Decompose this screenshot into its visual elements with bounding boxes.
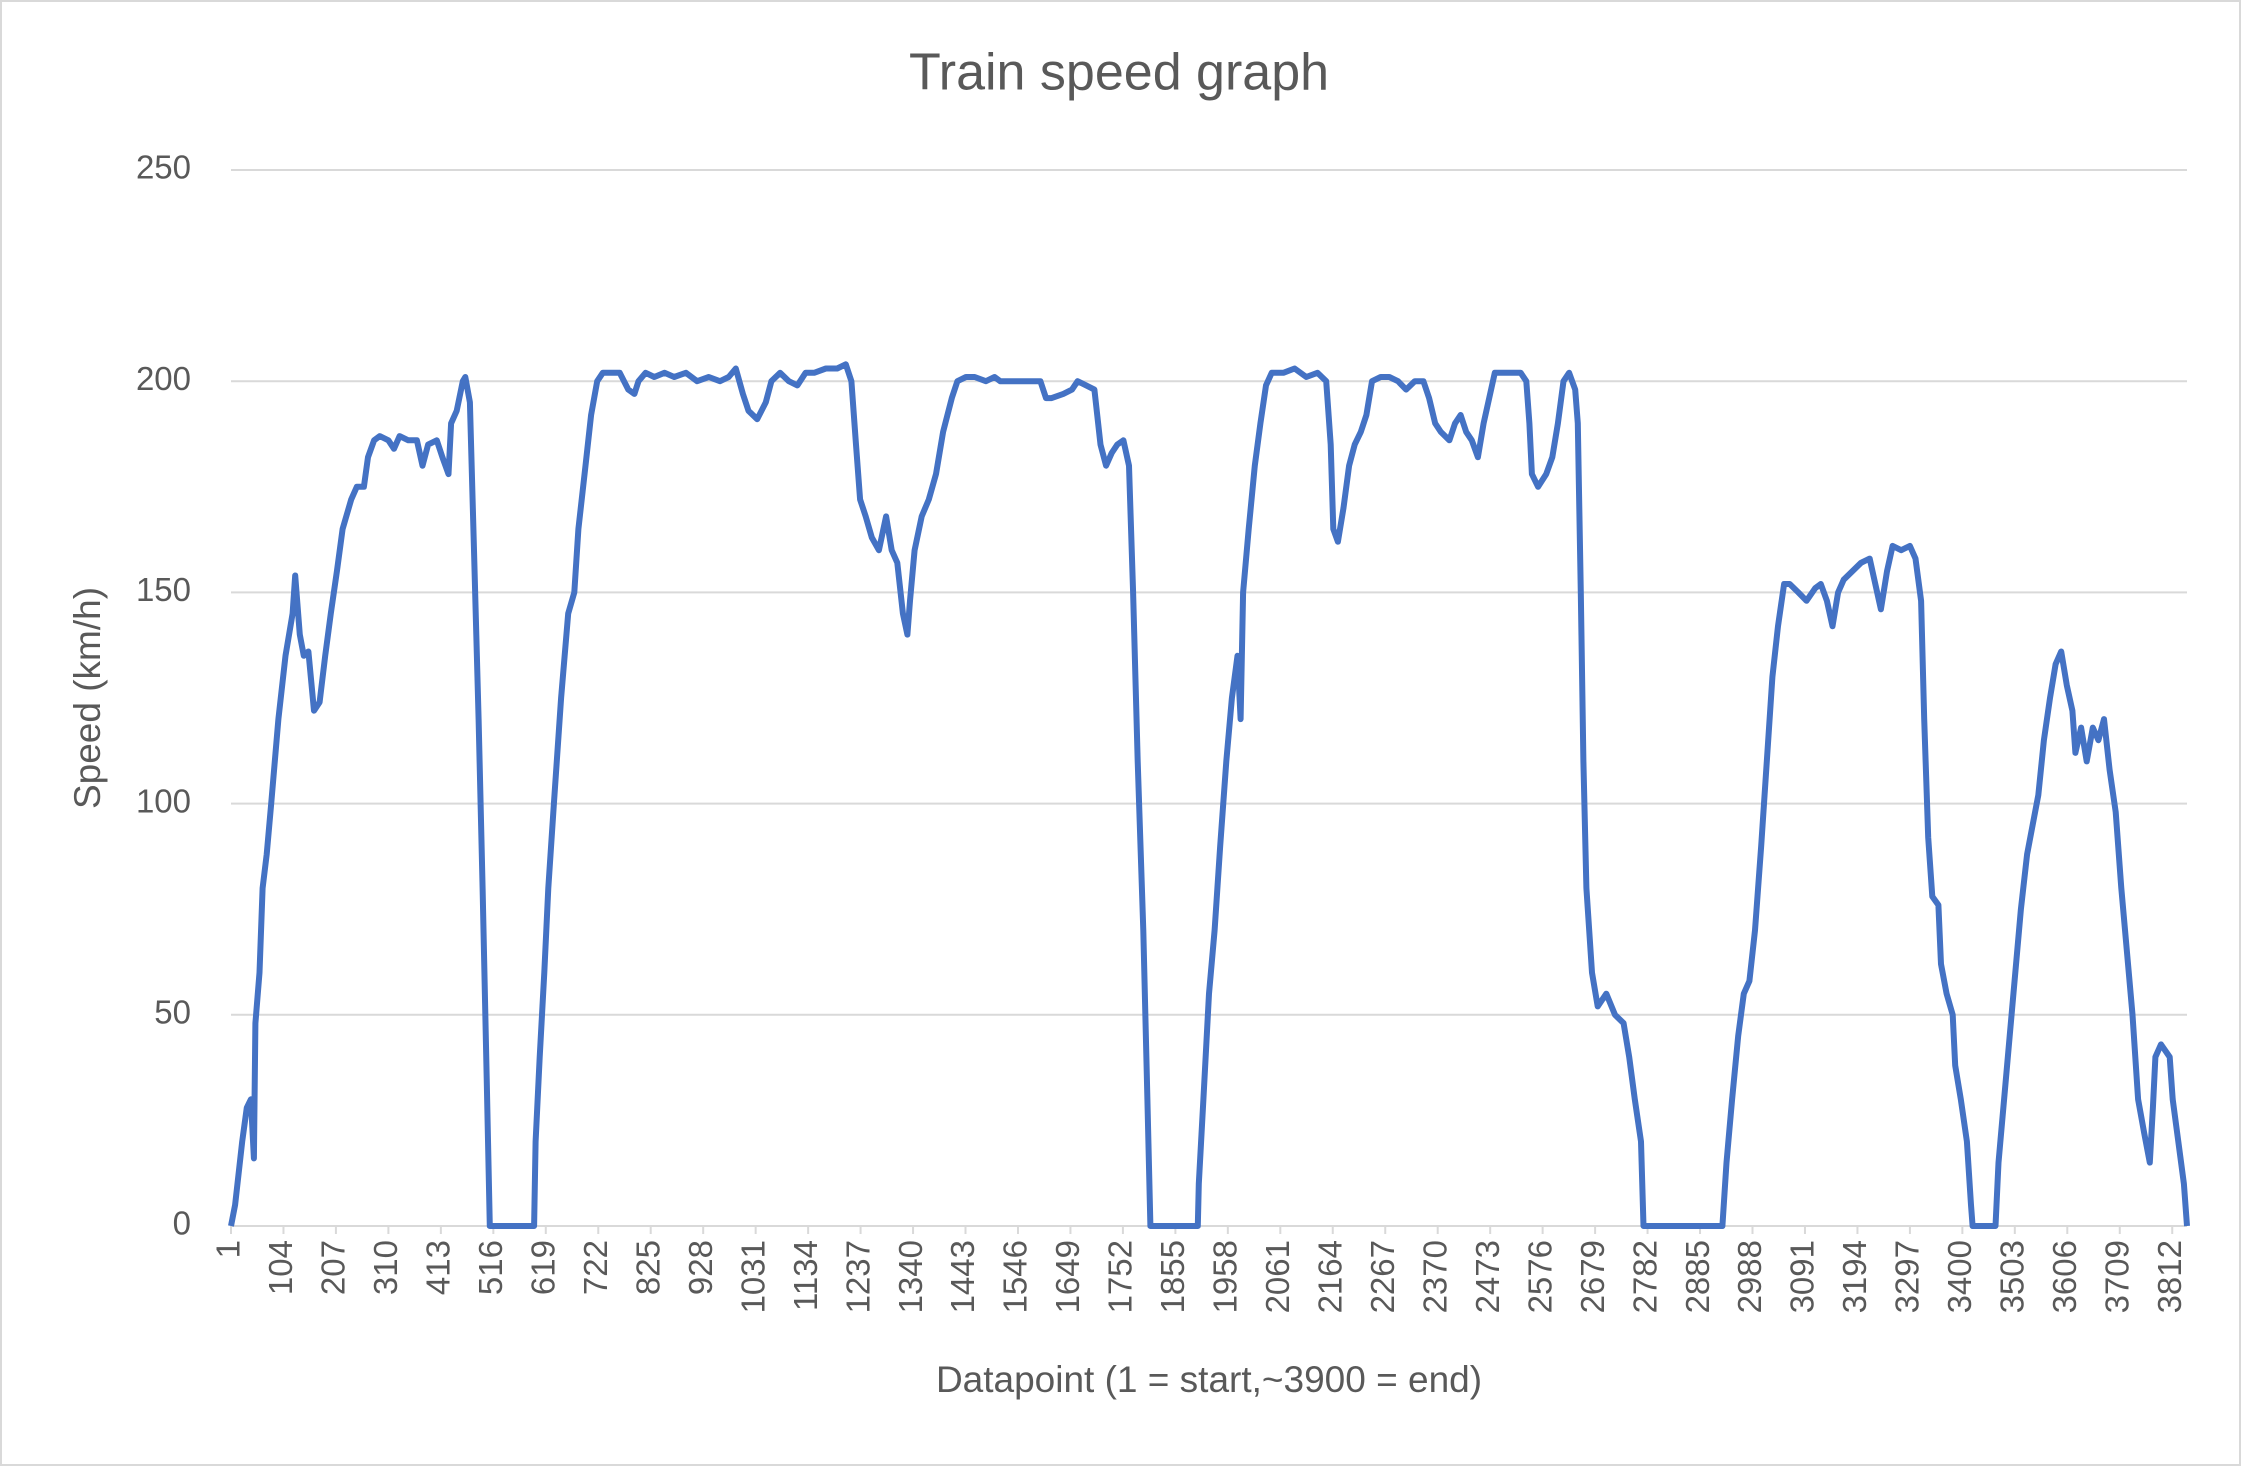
x-tick-label: 516 <box>472 1240 509 1295</box>
x-tick-label: 310 <box>367 1240 404 1295</box>
x-tick-label: 3194 <box>1836 1240 1873 1313</box>
x-tick-label: 1134 <box>787 1240 824 1311</box>
y-tick-label: 200 <box>136 360 191 397</box>
x-tick-label: 3400 <box>1941 1240 1978 1313</box>
x-tick-label: 2370 <box>1416 1240 1453 1313</box>
y-tick-label: 250 <box>136 149 191 186</box>
x-tick-label: 3503 <box>1994 1240 2031 1313</box>
x-tick-label: 1958 <box>1207 1240 1244 1313</box>
y-axis-title: Speed (km/h) <box>67 587 108 809</box>
x-tick-label: 1031 <box>734 1240 771 1313</box>
x-tick-label: 1546 <box>997 1240 1034 1313</box>
x-tick-label: 2164 <box>1311 1240 1348 1313</box>
x-tick-label: 207 <box>315 1240 352 1295</box>
x-tick-label: 619 <box>525 1240 562 1295</box>
x-tick-label: 1443 <box>944 1240 981 1313</box>
x-tick-label: 2267 <box>1364 1240 1401 1313</box>
x-tick-label: 2576 <box>1521 1240 1558 1313</box>
y-tick-label: 50 <box>154 994 191 1031</box>
x-axis-title: Datapoint (1 = start,~3900 = end) <box>936 1359 1482 1400</box>
x-tick-label: 2473 <box>1469 1240 1506 1313</box>
x-tick-label: 3709 <box>2098 1240 2135 1313</box>
x-tick-label: 928 <box>682 1240 719 1295</box>
x-tick-label: 2061 <box>1259 1240 1296 1313</box>
x-tick-label: 104 <box>262 1240 299 1295</box>
speed-line <box>228 361 2190 1229</box>
x-tick-label: 1649 <box>1049 1240 1086 1313</box>
x-tick-label: 413 <box>420 1240 457 1295</box>
x-tick-label: 2782 <box>1626 1240 1663 1313</box>
x-tick-label: 2885 <box>1679 1240 1716 1313</box>
y-tick-label: 0 <box>173 1205 191 1242</box>
y-tick-label: 100 <box>136 782 191 819</box>
x-tick-label: 722 <box>577 1240 614 1295</box>
x-tick-label: 3812 <box>2151 1240 2188 1313</box>
x-tick-label: 1340 <box>892 1240 929 1313</box>
x-tick-label: 1752 <box>1102 1240 1139 1313</box>
x-tick-label: 3091 <box>1784 1240 1821 1313</box>
x-tick-label: 3606 <box>2046 1240 2083 1313</box>
x-tick-label: 2988 <box>1731 1240 1768 1313</box>
x-tick-label: 3297 <box>1889 1240 1926 1313</box>
y-tick-label: 150 <box>136 571 191 608</box>
x-tick-label: 1237 <box>839 1240 876 1313</box>
x-tick-label: 825 <box>629 1240 666 1295</box>
x-tick-label: 1 <box>210 1240 247 1258</box>
x-tick-label: 2679 <box>1574 1240 1611 1313</box>
x-tick-label: 1855 <box>1154 1240 1191 1313</box>
chart-title: Train speed graph <box>909 44 1329 102</box>
